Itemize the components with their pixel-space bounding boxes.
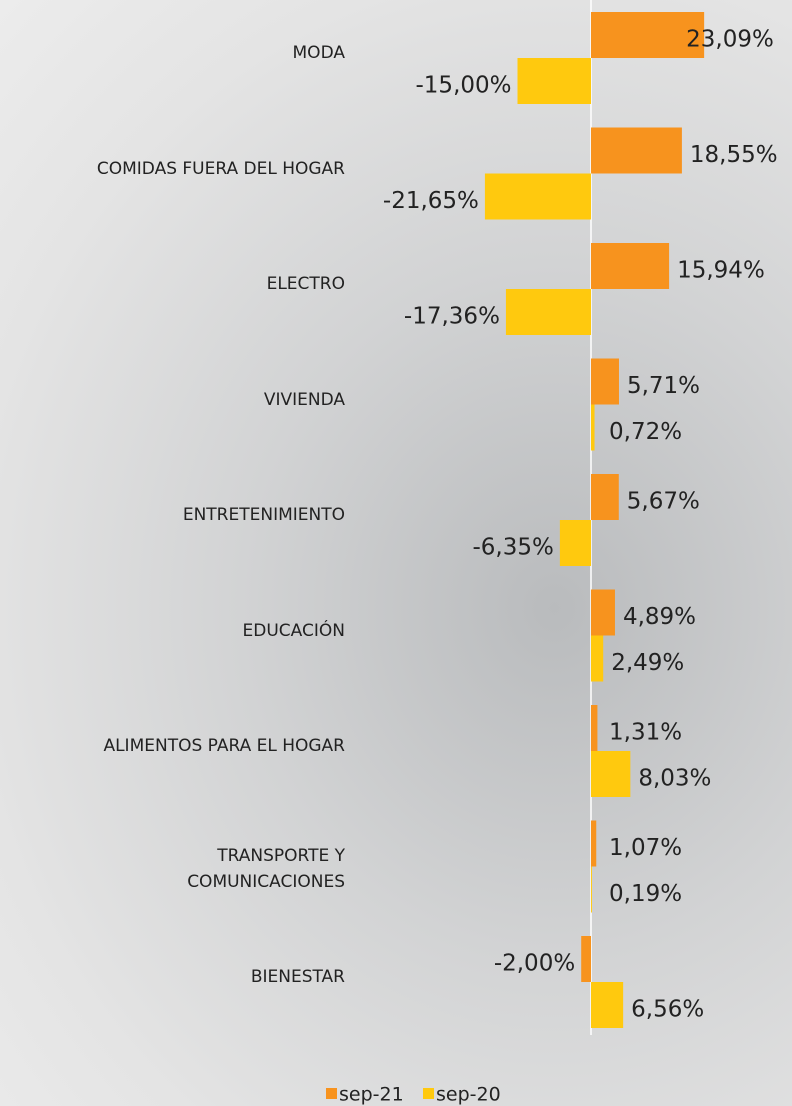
category-label: VIVIENDA — [0, 387, 345, 413]
value-label: 0,72% — [609, 419, 682, 445]
value-label: -2,00% — [494, 951, 575, 977]
bar — [485, 174, 591, 220]
bar — [591, 128, 682, 174]
category-label: ENTRETENIMIENTO — [0, 502, 345, 528]
value-label: 2,49% — [611, 650, 684, 676]
category-label: ELECTRO — [0, 271, 345, 297]
value-label: 1,07% — [609, 835, 682, 861]
value-label: 6,56% — [631, 997, 704, 1023]
value-label: 5,71% — [627, 373, 700, 399]
bar — [591, 405, 595, 451]
value-label: 8,03% — [638, 766, 711, 792]
category-label: EDUCACIÓN — [0, 618, 345, 644]
bar — [591, 982, 623, 1028]
bar — [591, 636, 603, 682]
bar — [591, 867, 592, 913]
legend-swatch — [423, 1088, 434, 1099]
category-label: TRANSPORTE Y COMUNICACIONES — [0, 843, 345, 895]
bar — [591, 359, 619, 405]
value-label: 23,09% — [686, 27, 774, 53]
bar — [591, 474, 619, 520]
bar — [591, 751, 630, 797]
value-label: -15,00% — [416, 73, 512, 99]
value-label: 1,31% — [609, 720, 682, 746]
value-label: 4,89% — [623, 604, 696, 630]
category-label: MODA — [0, 40, 345, 66]
value-label: 18,55% — [690, 142, 778, 168]
chart: 23,09% -15,00% 18,55% -21,65% 15,94% -17,36% 5… — [0, 0, 792, 1106]
bar — [591, 821, 596, 867]
value-label: -21,65% — [383, 188, 479, 214]
category-label: COMIDAS FUERA DEL HOGAR — [0, 156, 345, 182]
category-label: BIENESTAR — [0, 964, 345, 990]
value-label: -6,35% — [473, 535, 554, 561]
bar — [591, 243, 669, 289]
legend-label: sep-21 — [339, 1084, 404, 1106]
bar — [518, 58, 592, 104]
bar — [591, 590, 615, 636]
bar — [560, 520, 591, 566]
bar — [591, 705, 597, 751]
legend-label: sep-20 — [436, 1084, 501, 1106]
value-label: -17,36% — [404, 304, 500, 330]
value-label: 15,94% — [677, 258, 765, 284]
legend-swatch — [326, 1088, 337, 1099]
category-label: ALIMENTOS PARA EL HOGAR — [0, 733, 345, 759]
value-label: 5,67% — [627, 489, 700, 515]
bar — [506, 289, 591, 335]
bar — [581, 936, 591, 982]
value-label: 0,19% — [609, 881, 682, 907]
